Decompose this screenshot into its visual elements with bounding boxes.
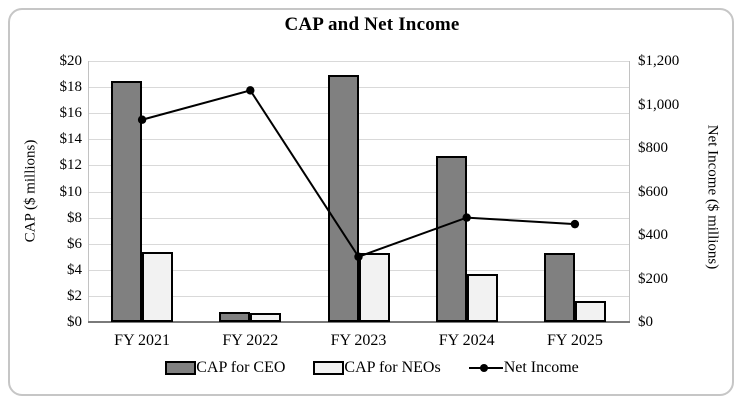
net-income-point [354, 252, 363, 261]
legend-swatch-cap-ceo-icon [165, 361, 197, 375]
net-income-line [137, 86, 580, 261]
gridline [88, 243, 629, 245]
legend-item-cap-neos: CAP for NEOs [313, 359, 441, 377]
x-axis-tick: FY 2021 [114, 332, 171, 349]
net-income-point [246, 86, 255, 95]
legend-line-marker-icon [468, 361, 503, 375]
gridline [88, 217, 629, 219]
legend-item-cap-ceo: CAP for CEO [165, 359, 285, 377]
net-income-point [570, 219, 580, 229]
left-axis-tick: $18 [59, 79, 83, 96]
bar-cap-for-neos [358, 252, 390, 322]
left-axis-tick: $8 [67, 209, 82, 226]
right-axis-tick: $1,200 [638, 53, 680, 69]
right-axis-tick: $400 [638, 227, 668, 243]
left-axis-tick: $6 [67, 235, 82, 252]
legend-item-net-income: Net Income [468, 359, 579, 377]
net-income-point [462, 213, 471, 222]
bar-cap-for-ceo [219, 311, 251, 322]
gridline [88, 113, 629, 115]
left-axis-tick: $14 [59, 131, 83, 148]
legend-label-cap-ceo: CAP for CEO [196, 359, 286, 376]
legend: CAP for CEO CAP for NEOs Net Income [0, 359, 744, 377]
right-axis-tick: $0 [638, 314, 653, 330]
bar-cap-for-neos [250, 312, 282, 322]
left-axis-tick: $0 [67, 314, 82, 330]
right-axis-tick: $800 [638, 140, 668, 156]
x-axis-tick: FY 2025 [546, 332, 603, 349]
left-axis-tick: $4 [67, 261, 82, 278]
right-axis-tick: $1,000 [638, 96, 680, 113]
bar-cap-for-ceo [543, 252, 575, 322]
bar-cap-for-ceo [111, 80, 143, 322]
gridline [88, 87, 629, 89]
x-axis-tick: FY 2023 [330, 332, 387, 349]
left-axis-tick: $16 [59, 105, 83, 122]
gridline [88, 165, 629, 167]
bar-cap-for-neos [142, 251, 174, 322]
x-axis-tick: FY 2022 [222, 332, 279, 349]
x-axis-line [88, 321, 630, 323]
left-axis-tick: $2 [67, 287, 82, 304]
gridline [88, 139, 629, 141]
bar-cap-for-neos [466, 273, 498, 322]
left-axis-tick: $20 [59, 53, 83, 69]
left-axis-tick: $12 [59, 157, 83, 174]
bar-cap-for-neos [574, 301, 606, 322]
net-income-point [137, 115, 147, 124]
x-axis-tick: FY 2024 [438, 332, 495, 349]
bar-cap-for-ceo [327, 75, 359, 322]
left-axis-line [88, 61, 89, 322]
right-axis-tick: $600 [638, 183, 668, 200]
left-axis-tick: $10 [59, 183, 83, 200]
chart-title: CAP and Net Income [284, 14, 460, 35]
gridline [88, 61, 629, 62]
legend-swatch-cap-neos-icon [313, 361, 345, 375]
bar-cap-for-ceo [435, 156, 467, 322]
right-axis-line [629, 61, 630, 322]
legend-label-net-income: Net Income [503, 359, 579, 376]
legend-label-cap-neos: CAP for NEOs [344, 359, 441, 376]
gridline [88, 191, 629, 193]
right-axis-tick: $200 [638, 270, 668, 287]
